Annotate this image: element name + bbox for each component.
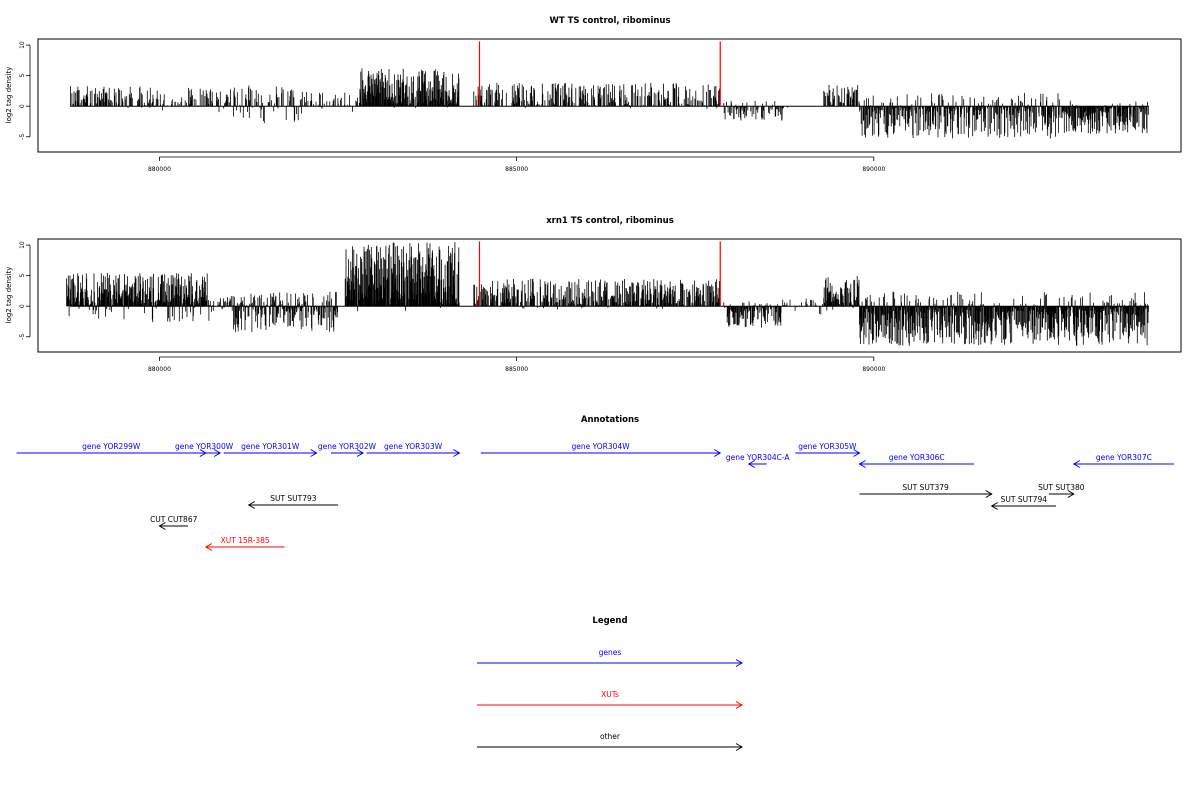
x-tick-label: 885000 bbox=[505, 166, 528, 173]
wt-y-axis: -5 0 5 10 bbox=[19, 41, 31, 140]
feature-label: gene YOR301W bbox=[241, 442, 300, 451]
feature-label: gene YOR306C bbox=[889, 453, 945, 462]
feature-label: gene YOR299W bbox=[82, 442, 141, 451]
feature-label: SUT SUT793 bbox=[270, 494, 317, 503]
x-tick-label: 890000 bbox=[862, 166, 885, 173]
legend-item-genes: genes bbox=[477, 648, 743, 667]
y-tick-label: 5 bbox=[19, 74, 26, 78]
y-tick-label: 10 bbox=[19, 41, 26, 49]
feature-arrow-head bbox=[453, 449, 461, 457]
xrn1-plot-frame bbox=[37, 238, 1182, 353]
xrn1-track-panel: xrn1 TS control, ribominus log2 tag dens… bbox=[5, 216, 1182, 373]
x-tick-label: 880000 bbox=[148, 366, 171, 373]
feature-gene-yor300w: gene YOR300W bbox=[175, 442, 234, 457]
feature-gene-yor305w: gene YOR305W bbox=[795, 442, 861, 457]
feature-gene-yor303w: gene YOR303W bbox=[366, 442, 461, 457]
feature-arrow-head bbox=[204, 543, 213, 551]
feature-label: gene YOR305W bbox=[798, 442, 857, 451]
y-tick-label: 10 bbox=[19, 241, 26, 249]
legend-title: Legend bbox=[592, 616, 627, 626]
legend-item-label: other bbox=[600, 732, 621, 741]
feature-label: SUT SUT379 bbox=[902, 483, 949, 492]
feature-label: gene YOR304W bbox=[571, 442, 630, 451]
feature-arrow-head bbox=[747, 460, 756, 468]
xrn1-bars bbox=[66, 242, 1149, 346]
xrn1-y-axis: -5 0 5 10 bbox=[19, 241, 31, 340]
feature-label: SUT SUT380 bbox=[1038, 483, 1085, 492]
annotations-panel: Annotations gene YOR299W gene YOR300W gene… bbox=[16, 415, 1174, 551]
xrn1-x-axis: 880000 885000 890000 bbox=[148, 356, 885, 373]
feature-label: gene YOR303W bbox=[384, 442, 443, 451]
y-tick-label: 0 bbox=[19, 104, 26, 108]
legend-item-label: genes bbox=[599, 648, 622, 657]
wt-markers bbox=[478, 41, 721, 107]
wt-y-axis-label: log2 tag density bbox=[5, 67, 13, 124]
feature-gene-yor301w: gene YOR301W bbox=[223, 442, 318, 457]
x-tick-label: 880000 bbox=[148, 166, 171, 173]
feature-arrow-head bbox=[985, 490, 993, 498]
feature-arrow-head bbox=[158, 522, 166, 530]
feature-arrow-head bbox=[1067, 490, 1075, 498]
y-tick-label: 5 bbox=[19, 274, 26, 278]
wt-x-axis: 880000 885000 890000 bbox=[148, 156, 885, 173]
legend-arrow-head bbox=[735, 743, 743, 751]
feature-gene-yor302w: gene YOR302W bbox=[318, 442, 377, 457]
feature-cut-cut867: CUT CUT867 bbox=[150, 515, 198, 530]
xrn1-y-axis-label: log2 tag density bbox=[5, 267, 13, 324]
feature-arrow-head bbox=[990, 502, 998, 510]
feature-arrow-head bbox=[310, 449, 318, 457]
legend-items: genes XUTs other bbox=[477, 648, 743, 751]
feature-label: CUT CUT867 bbox=[150, 515, 198, 524]
feature-arrow-head bbox=[1072, 460, 1081, 468]
annotations-title: Annotations bbox=[581, 415, 639, 425]
wt-plot-frame bbox=[37, 38, 1182, 153]
feature-arrow-head bbox=[356, 449, 365, 457]
feature-label: gene YOR300W bbox=[175, 442, 234, 451]
y-tick-label: 0 bbox=[19, 304, 26, 308]
xrn1-track-title: xrn1 TS control, ribominus bbox=[546, 216, 674, 226]
legend-item-label: XUTs bbox=[601, 690, 619, 699]
x-tick-label: 885000 bbox=[505, 366, 528, 373]
feature-arrow-head bbox=[853, 449, 861, 457]
feature-arrow-head bbox=[213, 449, 222, 457]
feature-arrow-head bbox=[247, 501, 255, 509]
feature-sut-sut380: SUT SUT380 bbox=[1038, 483, 1085, 498]
feature-sut-sut793: SUT SUT793 bbox=[247, 494, 339, 509]
feature-arrow-head bbox=[858, 460, 866, 468]
feature-label: gene YOR304C-A bbox=[726, 453, 791, 462]
legend-panel: Legend genes XUTs other bbox=[477, 616, 743, 751]
legend-item-xuts: XUTs bbox=[477, 690, 743, 709]
feature-gene-yor304c-a: gene YOR304C-A bbox=[726, 453, 791, 468]
feature-label: gene YOR307C bbox=[1096, 453, 1152, 462]
feature-xut-15r-385: XUT 15R-385 bbox=[204, 536, 285, 551]
legend-arrow-head bbox=[735, 701, 743, 709]
feature-gene-yor307c: gene YOR307C bbox=[1072, 453, 1174, 468]
wt-track-title: WT TS control, ribominus bbox=[549, 16, 670, 26]
y-tick-label: -5 bbox=[19, 334, 26, 340]
feature-gene-yor304w: gene YOR304W bbox=[480, 442, 722, 457]
feature-label: SUT SUT794 bbox=[1001, 495, 1048, 504]
feature-sut-sut379: SUT SUT379 bbox=[859, 483, 993, 498]
feature-sut-sut794: SUT SUT794 bbox=[990, 495, 1056, 510]
xrn1-markers bbox=[478, 241, 721, 307]
wt-bars bbox=[70, 68, 1149, 139]
feature-arrows: gene YOR299W gene YOR300W gene YOR301W gene… bbox=[16, 442, 1174, 551]
feature-label: XUT 15R-385 bbox=[221, 536, 270, 545]
wt-track-panel: WT TS control, ribominus log2 tag densit… bbox=[5, 16, 1182, 173]
legend-arrow-head bbox=[735, 659, 743, 667]
y-tick-label: -5 bbox=[19, 134, 26, 140]
legend-item-other: other bbox=[477, 732, 743, 751]
feature-label: gene YOR302W bbox=[318, 442, 377, 451]
feature-gene-yor306c: gene YOR306C bbox=[858, 453, 974, 468]
feature-arrow-head bbox=[713, 449, 722, 457]
x-tick-label: 890000 bbox=[862, 366, 885, 373]
